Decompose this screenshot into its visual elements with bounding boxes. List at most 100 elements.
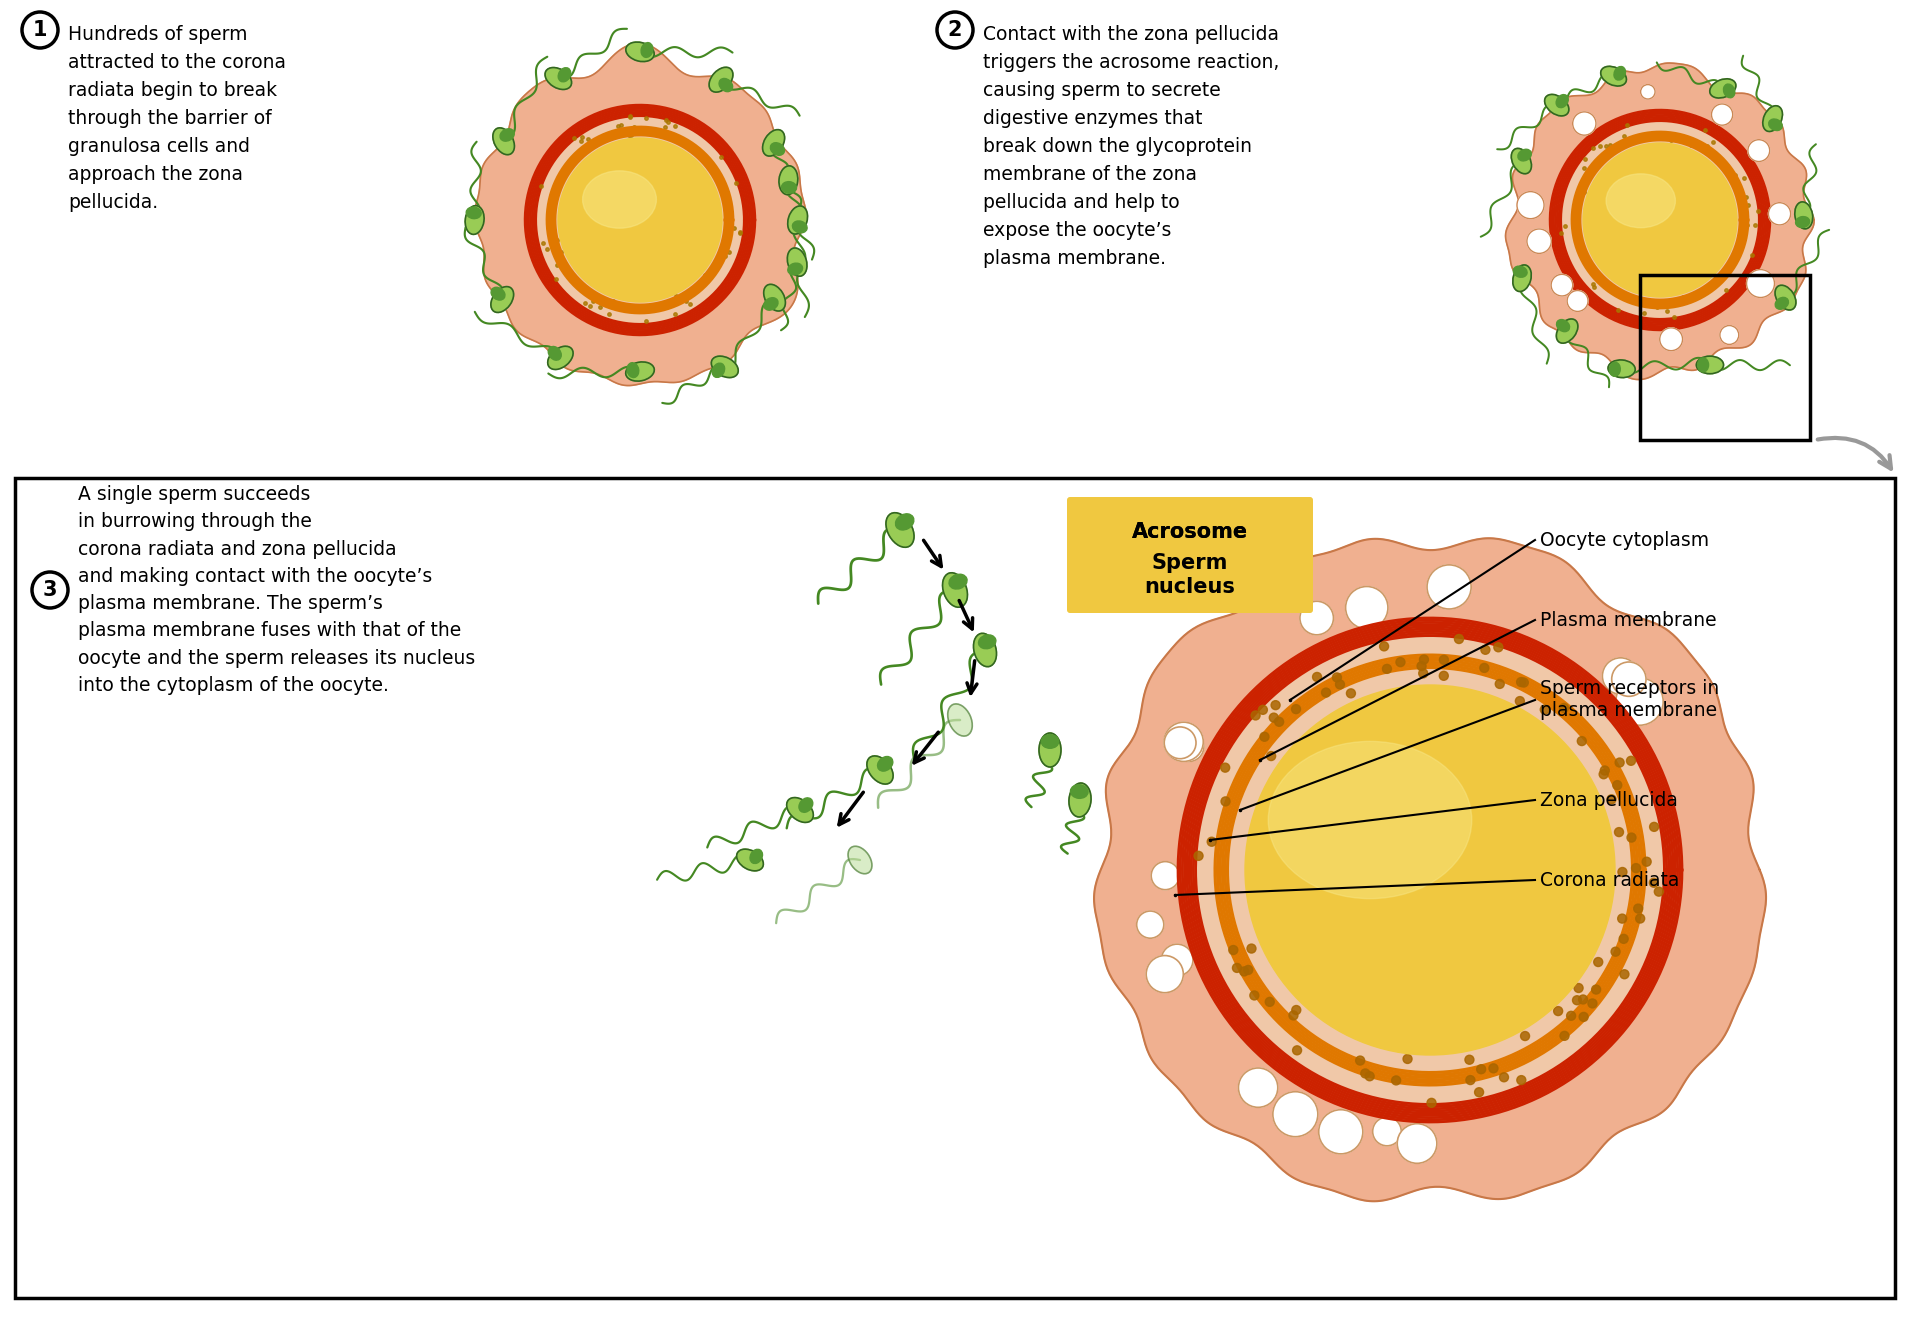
Circle shape (1264, 998, 1274, 1007)
Ellipse shape (1513, 265, 1532, 291)
Ellipse shape (1774, 285, 1795, 310)
Circle shape (1606, 795, 1616, 804)
Circle shape (1289, 1011, 1299, 1020)
Circle shape (1228, 945, 1238, 954)
Ellipse shape (711, 356, 739, 377)
Circle shape (1627, 833, 1637, 842)
Circle shape (1769, 203, 1792, 225)
Circle shape (1518, 677, 1528, 687)
Ellipse shape (896, 514, 913, 530)
Circle shape (1398, 1124, 1436, 1164)
Circle shape (1293, 1045, 1301, 1054)
Ellipse shape (1795, 216, 1809, 228)
Ellipse shape (942, 573, 968, 608)
Text: 2: 2 (947, 20, 963, 40)
Circle shape (1440, 671, 1448, 680)
Text: Hundreds of sperm
attracted to the corona
radiata begin to break
through the bar: Hundreds of sperm attracted to the coron… (69, 25, 286, 212)
Circle shape (1526, 229, 1551, 253)
Ellipse shape (1795, 202, 1813, 229)
Circle shape (1566, 1011, 1576, 1020)
Circle shape (1194, 851, 1203, 861)
Text: Sperm receptors in
plasma membrane: Sperm receptors in plasma membrane (1539, 680, 1719, 721)
Circle shape (1496, 680, 1505, 688)
Circle shape (1627, 757, 1635, 766)
Ellipse shape (779, 166, 798, 195)
Ellipse shape (947, 704, 972, 735)
Ellipse shape (877, 757, 892, 771)
Circle shape (1515, 697, 1524, 705)
Circle shape (1404, 1054, 1411, 1064)
Circle shape (1635, 915, 1645, 923)
Ellipse shape (1698, 358, 1709, 372)
Circle shape (1455, 634, 1463, 643)
Circle shape (1610, 948, 1620, 956)
Circle shape (1373, 1118, 1402, 1145)
Circle shape (1366, 1072, 1373, 1081)
Ellipse shape (712, 364, 724, 377)
Circle shape (1220, 797, 1230, 805)
Circle shape (1618, 867, 1627, 876)
Circle shape (558, 138, 722, 302)
Circle shape (1427, 565, 1471, 609)
Text: 3: 3 (42, 580, 57, 600)
Ellipse shape (1039, 733, 1060, 767)
Ellipse shape (1696, 356, 1723, 374)
Ellipse shape (1608, 360, 1635, 377)
Circle shape (1383, 664, 1392, 673)
Polygon shape (1094, 538, 1767, 1201)
Circle shape (1719, 326, 1738, 344)
Ellipse shape (886, 513, 915, 547)
Text: 1: 1 (32, 20, 48, 40)
Circle shape (1360, 1069, 1369, 1078)
Circle shape (1274, 717, 1284, 726)
Ellipse shape (1614, 66, 1625, 80)
Ellipse shape (787, 206, 808, 235)
Ellipse shape (466, 207, 481, 219)
Circle shape (1259, 705, 1268, 714)
Ellipse shape (493, 128, 514, 154)
Ellipse shape (583, 171, 657, 228)
Circle shape (1146, 956, 1184, 992)
Circle shape (1572, 112, 1597, 136)
Ellipse shape (1041, 734, 1058, 749)
Ellipse shape (1774, 298, 1788, 310)
Ellipse shape (974, 634, 997, 667)
Ellipse shape (548, 347, 573, 369)
Circle shape (1243, 966, 1253, 974)
Circle shape (1578, 995, 1587, 1004)
Circle shape (1396, 658, 1406, 667)
Circle shape (1551, 274, 1572, 297)
Ellipse shape (1606, 174, 1675, 228)
Circle shape (1620, 934, 1627, 944)
Bar (1641, 275, 1811, 440)
Circle shape (1347, 689, 1356, 697)
Ellipse shape (548, 347, 562, 360)
Circle shape (1520, 1032, 1530, 1040)
Circle shape (1711, 104, 1732, 125)
Circle shape (1272, 1091, 1318, 1136)
Text: Plasma membrane: Plasma membrane (1539, 610, 1717, 630)
Ellipse shape (764, 298, 777, 310)
Circle shape (1379, 642, 1389, 651)
Ellipse shape (1513, 266, 1528, 277)
Ellipse shape (787, 248, 806, 277)
Circle shape (1517, 191, 1543, 219)
Circle shape (1631, 863, 1641, 873)
Circle shape (1249, 991, 1259, 1000)
Circle shape (1517, 677, 1526, 687)
Circle shape (1746, 270, 1774, 298)
Circle shape (1232, 963, 1242, 973)
Ellipse shape (718, 79, 733, 92)
Circle shape (1465, 1075, 1475, 1085)
Ellipse shape (1070, 783, 1091, 817)
Circle shape (1476, 1065, 1486, 1074)
Text: Oocyte cytoplasm: Oocyte cytoplasm (1539, 531, 1709, 550)
Circle shape (1593, 958, 1602, 966)
Ellipse shape (1709, 79, 1736, 98)
Ellipse shape (1268, 741, 1473, 899)
Circle shape (1517, 1075, 1526, 1085)
Circle shape (1465, 1056, 1475, 1064)
Circle shape (1583, 142, 1736, 297)
Circle shape (1578, 737, 1587, 746)
Circle shape (1318, 1110, 1364, 1153)
